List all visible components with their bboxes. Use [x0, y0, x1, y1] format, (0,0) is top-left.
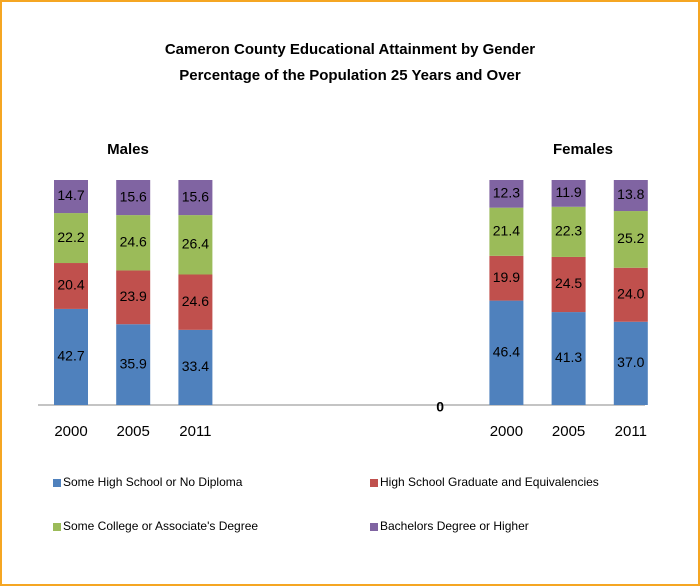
data-label: 25.2 — [617, 230, 644, 246]
y-tick-label: 0 — [436, 399, 444, 415]
legend-swatch — [370, 479, 378, 487]
legend-swatch — [370, 523, 378, 531]
group-label: Males — [107, 141, 149, 158]
bar-segment — [178, 215, 213, 275]
data-label: 42.7 — [57, 348, 84, 364]
data-label: 46.4 — [493, 344, 520, 360]
data-label: 13.8 — [617, 186, 644, 202]
data-label: 22.2 — [57, 229, 84, 245]
bar-segment — [116, 215, 151, 271]
data-label: 22.3 — [555, 223, 582, 239]
legend-swatch — [53, 523, 61, 531]
bar-segment — [54, 308, 88, 405]
data-label: 15.6 — [120, 188, 147, 204]
data-label: 24.0 — [617, 285, 644, 301]
data-label: 24.5 — [555, 275, 582, 291]
bar-segment — [551, 256, 586, 313]
bar-segment — [613, 267, 648, 322]
data-label: 21.4 — [493, 222, 520, 238]
legend-label: Some High School or No Diploma — [63, 475, 243, 489]
bar-segment — [489, 300, 524, 405]
bar-segment — [116, 270, 151, 325]
data-label: 41.3 — [555, 349, 582, 365]
x-tick-label: 2005 — [552, 423, 585, 440]
bar-segment — [116, 180, 151, 216]
group-label: Females — [553, 141, 613, 158]
bar-segment — [613, 211, 648, 268]
data-label: 35.9 — [120, 355, 147, 371]
bar-segment — [178, 329, 213, 405]
x-tick-label: 2011 — [179, 423, 211, 440]
bar-segment — [489, 207, 524, 256]
data-label: 19.9 — [493, 269, 520, 285]
bar-segment — [116, 324, 151, 405]
legend-label: Some College or Associate's Degree — [63, 519, 258, 533]
bar-segment — [613, 180, 648, 212]
legend-label: High School Graduate and Equivalencies — [380, 475, 599, 489]
bar-segment — [54, 213, 88, 264]
x-tick-label: 2011 — [615, 423, 647, 440]
data-label: 37.0 — [617, 354, 644, 370]
bar-segment — [551, 180, 586, 207]
data-label: 15.6 — [182, 188, 209, 204]
bar-segment — [178, 180, 213, 216]
data-label: 24.6 — [182, 293, 209, 309]
bar-segment — [178, 274, 213, 330]
data-label: 14.7 — [57, 187, 84, 203]
legend-swatch — [53, 479, 61, 487]
chart-title: Cameron County Educational Attainment by… — [165, 41, 535, 58]
bar-segment — [613, 321, 648, 405]
bar-segment — [54, 263, 88, 309]
data-label: 33.4 — [182, 358, 209, 374]
bar-segment — [551, 312, 586, 405]
data-label: 12.3 — [493, 185, 520, 201]
data-label: 20.4 — [57, 277, 84, 293]
bar-segment — [489, 255, 524, 301]
bar-segment — [551, 206, 586, 257]
bar-segment — [489, 180, 524, 208]
data-label: 11.9 — [555, 184, 581, 200]
legend-label: Bachelors Degree or Higher — [380, 519, 529, 533]
x-tick-label: 2000 — [54, 423, 87, 440]
data-label: 24.6 — [120, 233, 147, 249]
chart-subtitle: Percentage of the Population 25 Years an… — [179, 67, 521, 84]
x-tick-label: 2005 — [117, 423, 150, 440]
x-tick-label: 2000 — [490, 423, 523, 440]
data-label: 26.4 — [182, 236, 209, 252]
bar-segment — [54, 180, 88, 214]
data-label: 23.9 — [120, 288, 147, 304]
